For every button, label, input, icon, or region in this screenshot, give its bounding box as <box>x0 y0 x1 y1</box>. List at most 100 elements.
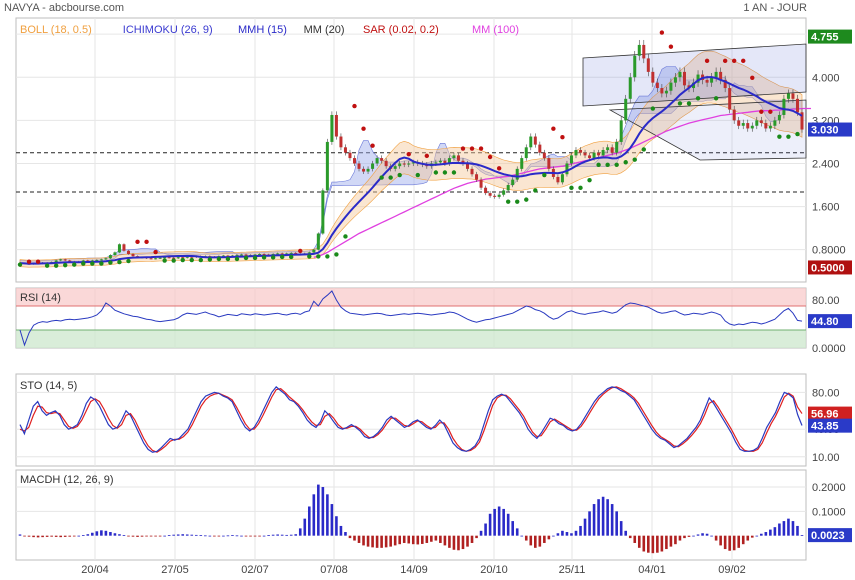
macd-bar <box>407 535 411 544</box>
candle-body <box>597 152 601 156</box>
sar-dot <box>270 255 276 260</box>
sar-dot <box>72 262 77 267</box>
macd-bar <box>68 535 72 537</box>
candle-body <box>547 158 551 169</box>
sar-dot <box>117 259 122 265</box>
legend-item: MM (20) <box>304 24 345 36</box>
macd-bar <box>398 535 401 545</box>
candle-body <box>312 249 316 253</box>
macd-bar <box>235 535 239 537</box>
rsi-current-badge: 44.80 <box>811 316 839 328</box>
macd-bar <box>796 525 799 536</box>
candle-body <box>190 256 194 258</box>
macd-bar <box>421 535 424 544</box>
macd-bar <box>384 535 388 548</box>
candle-body <box>515 168 519 180</box>
sar-dot <box>424 153 430 159</box>
rsi-current-badge-bg <box>808 314 852 329</box>
candle-body <box>637 44 641 56</box>
candle-body <box>484 187 488 194</box>
candle-body <box>624 98 628 121</box>
sar-dot <box>596 162 601 168</box>
y-tick-label: 1.600 <box>812 202 840 214</box>
candle-body <box>705 79 709 83</box>
macd-bar <box>285 534 288 536</box>
macd-bar <box>45 535 49 537</box>
sto-d-badge-bg <box>808 406 852 421</box>
sar-dot <box>153 249 158 255</box>
macd-bar <box>109 532 112 536</box>
macd-bar <box>280 534 284 536</box>
macd-bar <box>172 534 175 536</box>
macd-bar <box>81 535 85 536</box>
macd-bar <box>72 535 76 537</box>
candle-body <box>54 260 58 263</box>
macd-bar <box>199 535 203 536</box>
macd-bar <box>190 534 194 536</box>
macd-bar <box>416 535 420 545</box>
macd-bar <box>741 535 745 545</box>
sar-dot <box>189 257 194 263</box>
macd-bar <box>339 525 343 536</box>
sar-dot <box>279 254 285 260</box>
macd-bar <box>701 533 704 536</box>
sar-dot <box>614 162 619 168</box>
candle-body <box>68 260 72 262</box>
macd-bar <box>443 535 447 546</box>
sar-dot <box>560 135 565 140</box>
sar-dot <box>722 58 728 64</box>
macd-bar <box>723 535 727 550</box>
macd-bar <box>561 530 564 536</box>
candle-body <box>402 163 406 165</box>
candle-body <box>565 163 569 175</box>
macd-bar <box>185 534 189 536</box>
macd-bar <box>515 528 519 536</box>
macd-bar <box>529 535 533 546</box>
candle-body <box>732 109 736 121</box>
max-price-badge-bg <box>808 29 852 44</box>
candle-body <box>176 257 180 259</box>
sar-dot <box>162 258 167 263</box>
candle-body <box>782 98 786 115</box>
panel-frame-2 <box>15 373 807 467</box>
candle-body <box>737 120 741 126</box>
macd-bar <box>77 535 81 537</box>
x-tick-label: 20/10 <box>480 564 508 576</box>
macd-bar <box>217 535 221 537</box>
candle-body <box>172 257 176 259</box>
candle-body <box>682 71 686 86</box>
candle-body <box>538 144 542 153</box>
macd-bar <box>782 521 786 536</box>
sto-d-line <box>19 386 803 453</box>
sar-dot <box>207 257 213 262</box>
macd-bar <box>588 511 591 536</box>
macd-bar <box>556 533 560 536</box>
candle-body <box>316 233 320 250</box>
candle-body <box>678 71 682 78</box>
macd-bar <box>628 535 632 539</box>
candle-body <box>339 136 343 148</box>
x-tick-label: 07/08 <box>320 564 348 576</box>
macd-bar <box>769 529 772 536</box>
macd-bar <box>86 534 90 536</box>
sar-dot <box>307 254 312 259</box>
macd-bar <box>222 535 225 537</box>
sar-dot <box>379 175 384 180</box>
sar-dot <box>713 96 719 101</box>
x-tick-label: 04/01 <box>638 564 666 576</box>
macd-bar <box>389 535 392 547</box>
sar-dot <box>641 147 646 152</box>
macd-bar <box>348 535 352 539</box>
sar-dot <box>388 175 393 180</box>
candle-body <box>651 71 655 83</box>
macd-bar <box>750 535 754 538</box>
candle-body <box>601 150 605 156</box>
candle-body <box>393 166 397 169</box>
panel-frame-0 <box>15 17 807 283</box>
sar-dot <box>81 261 86 266</box>
sar-dot <box>44 263 50 268</box>
sar-dot <box>180 257 185 263</box>
mm100-line <box>313 107 811 258</box>
candle-body <box>104 258 108 260</box>
candle-body <box>506 185 510 191</box>
